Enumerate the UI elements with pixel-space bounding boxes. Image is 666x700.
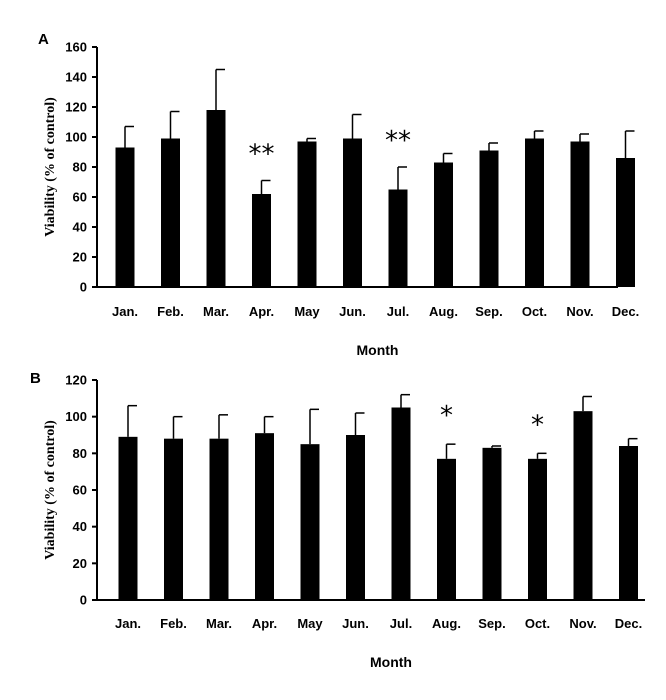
panel-b-y-tick-label: 40 <box>73 519 87 534</box>
panel-b-y-tick-label: 0 <box>80 593 87 608</box>
panel-b-y-tick-label: 60 <box>73 483 87 498</box>
panel-a-y-tick-label: 20 <box>73 250 87 265</box>
panel-b-significance-marker: * <box>440 401 453 431</box>
panel-b-x-tick-label: May <box>297 616 323 631</box>
panel-b-bar <box>437 458 456 600</box>
panel-b-bar <box>391 407 411 600</box>
panel-a-letter: A <box>38 31 49 48</box>
panel-a-bar <box>297 141 317 287</box>
panel-a-x-tick-label: Jun. <box>339 304 366 319</box>
panel-b-x-tick-label: Feb. <box>160 616 187 631</box>
panel-b-bar <box>118 436 138 600</box>
panel-a-bar <box>115 147 135 287</box>
panel-b-bar <box>300 444 320 600</box>
panel-a-bar <box>252 194 271 287</box>
panel-b-y-tick-label: 100 <box>65 409 87 424</box>
panel-b-y-tick-label: 20 <box>73 556 87 571</box>
panel-a-y-tick-label: 80 <box>73 160 87 175</box>
panel-b-bar <box>482 447 502 600</box>
panel-a-x-axis-title: Month <box>357 342 399 358</box>
panel-a-x-tick-label: Oct. <box>522 304 547 319</box>
panel-a-x-tick-label: May <box>294 304 320 319</box>
panel-a-x-tick-label: Jan. <box>112 304 138 319</box>
panel-b-x-tick-label: Aug. <box>432 616 461 631</box>
panel-b-x-tick-label: Oct. <box>525 616 550 631</box>
panel-b-bar <box>346 435 365 600</box>
panel-a-y-tick-label: 0 <box>80 280 87 295</box>
panel-a-x-tick-label: Feb. <box>157 304 184 319</box>
panel-a-bar <box>434 162 453 287</box>
panel-a-bar <box>525 138 544 287</box>
panel-b-y-axis-title: Viability (% of control) <box>43 420 58 560</box>
panel-b: B 0 20 40 60 80 100 120 Viability (% of control… <box>30 370 645 670</box>
panel-a-y-tick-label: 40 <box>73 220 87 235</box>
panel-a-significance-marker: ** <box>385 126 411 156</box>
panel-b-x-tick-label: Apr. <box>252 616 277 631</box>
panel-a-x-tick-label: Apr. <box>249 304 274 319</box>
panel-a-bar <box>161 138 180 287</box>
panel-a-x-tick-label: Dec. <box>612 304 639 319</box>
panel-a-x-tick-label: Sep. <box>475 304 502 319</box>
panel-a-bar <box>570 141 590 287</box>
panel-a-y-tick-label: 120 <box>65 100 87 115</box>
panel-a-bar <box>206 110 226 287</box>
panel-a-x-tick-label: Jul. <box>387 304 409 319</box>
panel-a-x-tick-label: Aug. <box>429 304 458 319</box>
panel-b-bar <box>255 433 274 600</box>
panel-b-bar <box>573 411 593 600</box>
panel-b-x-tick-label: Jul. <box>390 616 412 631</box>
panel-a-bar <box>616 158 635 287</box>
panel-b-x-axis-title: Month <box>370 654 412 670</box>
panel-a-y-tick-label: 140 <box>65 70 87 85</box>
panel-b-letter: B <box>30 370 41 387</box>
panel-b-x-tick-label: Dec. <box>615 616 642 631</box>
panel-b-x-tick-label: Sep. <box>478 616 505 631</box>
panel-b-bar <box>528 458 547 600</box>
panel-b-x-tick-label: Nov. <box>569 616 596 631</box>
panel-a-y-tick-label: 100 <box>65 130 87 145</box>
panel-a-y-tick-label: 60 <box>73 190 87 205</box>
panel-a-x-tick-label: Mar. <box>203 304 229 319</box>
panel-a-x-tick-label: Nov. <box>566 304 593 319</box>
panel-b-bar <box>209 438 229 600</box>
panel-a: A 0 20 40 60 80 100 120 140 160 Viability (% of c… <box>38 31 639 358</box>
panel-b-x-tick-label: Mar. <box>206 616 232 631</box>
panel-b-x-tick-label: Jun. <box>342 616 369 631</box>
panel-b-y-tick-label: 120 <box>65 373 87 388</box>
panel-a-bar <box>479 150 499 287</box>
panel-a-y-tick-label: 160 <box>65 40 87 55</box>
panel-b-y-tick-label: 80 <box>73 446 87 461</box>
panel-b-x-tick-label: Jan. <box>115 616 141 631</box>
panel-a-bar <box>388 189 408 287</box>
panel-b-bar <box>619 446 638 600</box>
panel-a-significance-marker: ** <box>249 140 275 170</box>
panel-a-bar <box>343 138 362 287</box>
panel-a-y-axis-title: Viability (% of control) <box>43 97 58 237</box>
panel-b-bar <box>164 438 183 600</box>
panel-b-significance-marker: * <box>531 410 544 440</box>
